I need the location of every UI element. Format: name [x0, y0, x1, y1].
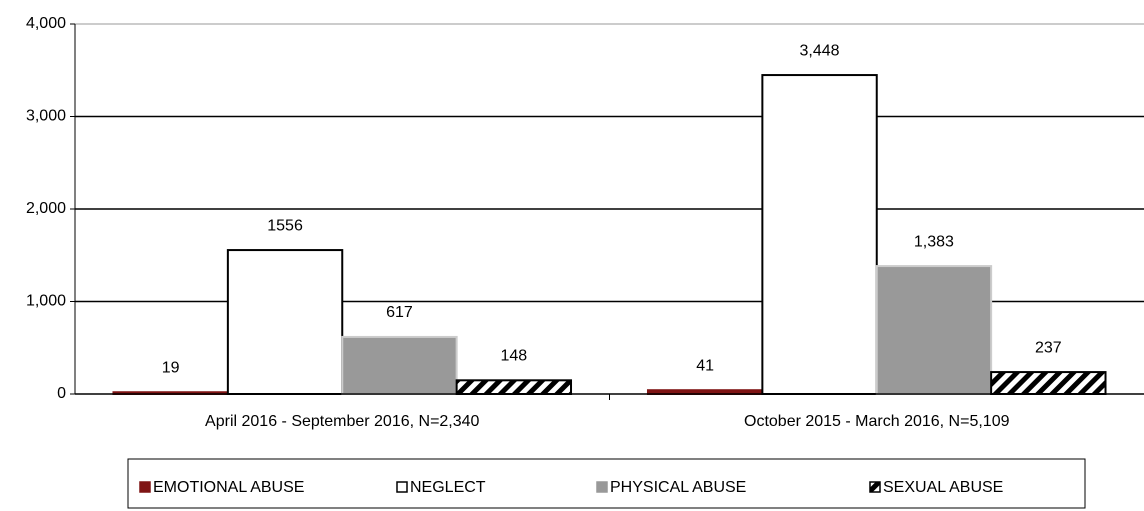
y-tick-label: 2,000: [26, 200, 66, 217]
legend-swatch: [596, 481, 608, 493]
y-tick-label: 1,000: [26, 293, 66, 310]
value-label: 1,383: [914, 233, 954, 250]
x-tick-label: April 2016 - September 2016, N=2,340: [205, 413, 480, 430]
legend-box: [127, 458, 1086, 509]
y-tick-label: 0: [57, 385, 66, 402]
legend-swatch: [139, 481, 151, 493]
bar: [226, 249, 344, 395]
bar: [761, 74, 878, 395]
bar: [341, 335, 458, 395]
value-label: 19: [162, 359, 180, 376]
legend-label: SEXUAL ABUSE: [883, 479, 1003, 496]
x-tick-label: October 2015 - March 2016, N=5,109: [744, 413, 1010, 430]
value-label: 1556: [267, 217, 303, 234]
value-label: 148: [500, 348, 527, 365]
bar: [990, 371, 1107, 396]
value-label: 617: [386, 304, 413, 321]
y-tick-label: 4,000: [26, 15, 66, 32]
value-label: 3,448: [800, 42, 840, 59]
legend-swatch: [396, 481, 408, 493]
value-label: 237: [1035, 339, 1062, 356]
legend-label: NEGLECT: [410, 479, 486, 496]
value-label: 41: [696, 357, 714, 374]
legend-swatch: [869, 481, 881, 493]
bar: [875, 265, 993, 396]
legend-label: EMOTIONAL ABUSE: [153, 479, 304, 496]
legend-label: PHYSICAL ABUSE: [610, 479, 746, 496]
y-tick-label: 3,000: [26, 108, 66, 125]
bar: [455, 379, 573, 395]
